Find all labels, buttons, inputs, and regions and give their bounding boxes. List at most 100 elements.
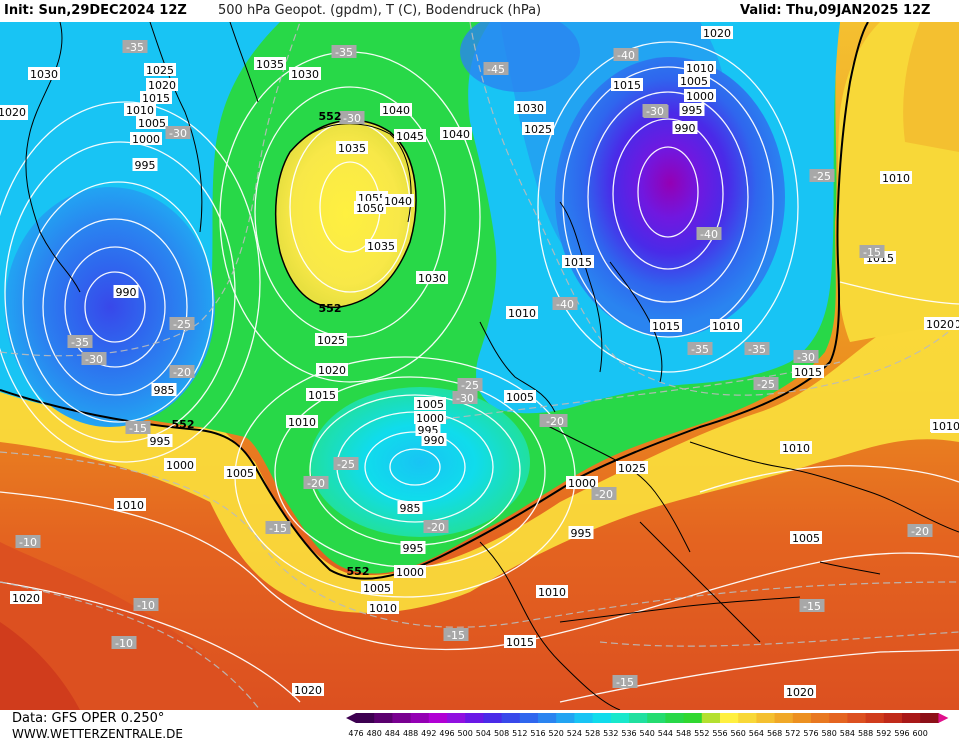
temperature-label: -30 [165, 126, 191, 140]
colorbar-cell [356, 713, 375, 723]
colorbar-cell [519, 713, 539, 723]
colorbar-tick: 528 [585, 729, 600, 738]
pressure-label: 1030 [514, 101, 546, 115]
svg-text:1020: 1020 [294, 684, 322, 697]
pressure-label: 1035 [254, 57, 286, 71]
colorbar-tick: 500 [458, 729, 473, 738]
southwest-hot-core [0, 622, 80, 710]
svg-text:1000: 1000 [686, 90, 714, 103]
isohypse-label: 552 [319, 110, 342, 123]
svg-text:-15: -15 [803, 600, 821, 613]
svg-text:985: 985 [400, 502, 421, 515]
temperature-label: -10 [133, 598, 159, 612]
colorbar-tick: 580 [822, 729, 837, 738]
colorbar-tick: 576 [803, 729, 818, 738]
svg-text:1000: 1000 [568, 477, 596, 490]
temperature-label: -25 [333, 457, 359, 471]
svg-text:1010: 1010 [712, 320, 740, 333]
svg-text:1005: 1005 [792, 532, 820, 545]
temperature-label: -15 [799, 599, 825, 613]
pressure-label: 1010 [930, 419, 959, 433]
pressure-label: 995 [679, 103, 705, 117]
colorbar-cell [920, 713, 939, 723]
temperature-label: -40 [696, 227, 722, 241]
svg-text:-25: -25 [757, 378, 775, 391]
pressure-label: 1025 [616, 461, 648, 475]
svg-text:1015: 1015 [564, 256, 592, 269]
svg-text:1035: 1035 [256, 58, 284, 71]
svg-text:-15: -15 [447, 629, 465, 642]
colorbar-cell [538, 713, 557, 723]
colorbar-cell [665, 713, 685, 723]
colorbar-cell [720, 713, 739, 723]
svg-text:1020: 1020 [703, 27, 731, 40]
init-time: Init: Sun,29DEC2024 12Z [4, 3, 187, 18]
temperature-label: -35 [122, 40, 148, 54]
svg-text:1015: 1015 [506, 636, 534, 649]
svg-text:1015: 1015 [613, 79, 641, 92]
pressure-label: 1020 [0, 105, 28, 119]
pressure-label: 1000 [684, 89, 716, 103]
colorbar-tick: 480 [367, 729, 382, 738]
pressure-label: 1040 [440, 127, 472, 141]
temperature-label: -20 [169, 365, 195, 379]
colorbar-tick: 552 [694, 729, 709, 738]
pressure-label: 1010 [780, 441, 812, 455]
temperature-label: -35 [687, 342, 713, 356]
colorbar-cell [883, 713, 903, 723]
pressure-label: 1005 [136, 116, 168, 130]
temperature-label: -15 [125, 421, 151, 435]
temperature-label: -40 [613, 48, 639, 62]
svg-text:1005: 1005 [363, 582, 391, 595]
svg-text:995: 995 [682, 104, 703, 117]
temperature-label: -25 [753, 377, 779, 391]
pressure-label: 1010 [286, 415, 318, 429]
colorbar-cell [811, 713, 830, 723]
svg-text:1010: 1010 [126, 104, 154, 117]
svg-text:-35: -35 [126, 41, 144, 54]
temperature-label: -30 [793, 350, 819, 364]
svg-text:-30: -30 [646, 105, 664, 118]
svg-text:1020: 1020 [786, 686, 814, 699]
svg-text:1005: 1005 [680, 75, 708, 88]
pressure-label: 1025 [315, 333, 347, 347]
colorbar-tick: 516 [530, 729, 545, 738]
pressure-label: 1010 [710, 319, 742, 333]
isohypse-label: 552 [319, 302, 342, 315]
colorbar-tick: 488 [403, 729, 418, 738]
greenland-ridge [274, 119, 417, 308]
pressure-label: 1015 [562, 255, 594, 269]
svg-text:1020: 1020 [926, 318, 954, 331]
pressure-label: 1010 [367, 601, 399, 615]
pressure-label: 1015 [611, 78, 643, 92]
pressure-label: 1005 [678, 74, 710, 88]
svg-text:1015: 1015 [794, 366, 822, 379]
colorbar-cell [792, 713, 812, 723]
temperature-label-layer: -35-35-45-40-30-30-35-30-25-20-15-35-30-… [15, 40, 933, 689]
svg-text:1005: 1005 [416, 398, 444, 411]
pressure-label: 1000 [414, 411, 446, 425]
eastern-warm-core [903, 22, 959, 152]
pressure-label: 1020 [784, 685, 816, 699]
pressure-label: 995 [147, 434, 173, 448]
svg-text:1020: 1020 [12, 592, 40, 605]
svg-text:1035: 1035 [338, 142, 366, 155]
svg-text:-40: -40 [700, 228, 718, 241]
colorbar-tick: 592 [876, 729, 891, 738]
temperature-label: -15 [443, 628, 469, 642]
svg-text:985: 985 [154, 384, 175, 397]
colorbar-tick: 584 [840, 729, 855, 738]
pressure-label: 1020 [292, 683, 324, 697]
svg-text:1015: 1015 [308, 389, 336, 402]
colorbar-cell [829, 713, 848, 723]
colorbar-tick: 540 [640, 729, 655, 738]
pressure-label: 1050 [354, 201, 386, 215]
data-source: Data: GFS OPER 0.250° [12, 711, 165, 726]
svg-text:1035: 1035 [367, 240, 395, 253]
temperature-label: -15 [859, 245, 885, 259]
atlantic-low [5, 187, 215, 427]
pressure-label: 1015 [306, 388, 338, 402]
temperature-label: -25 [457, 378, 483, 392]
svg-text:-20: -20 [911, 525, 929, 538]
svg-text:1000: 1000 [416, 412, 444, 425]
